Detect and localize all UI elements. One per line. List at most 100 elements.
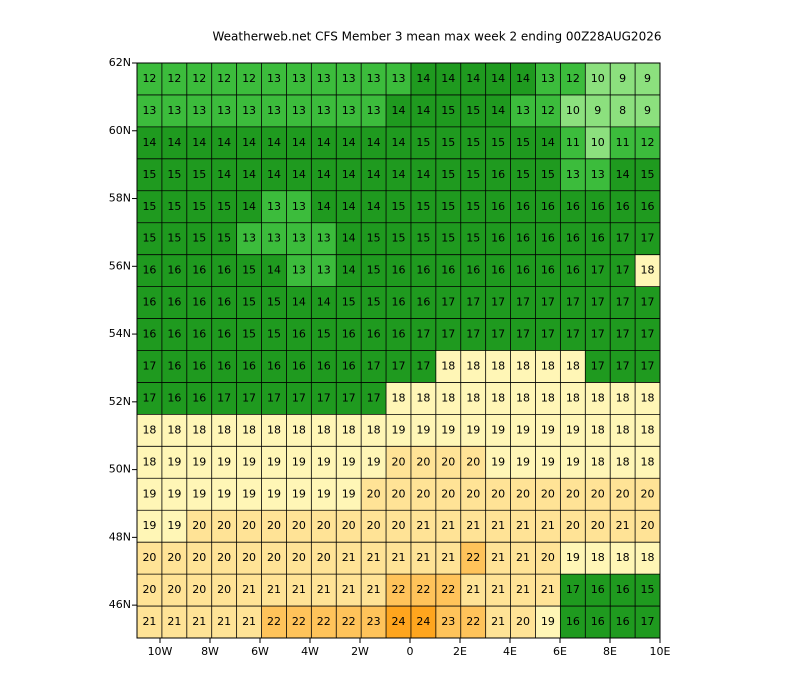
cell-value: 13 [317,232,331,245]
cell-value: 20 [292,551,306,564]
cell-value: 19 [541,455,555,468]
cell [435,254,462,288]
cell-value: 22 [342,615,356,628]
cell [236,190,263,224]
cell-value: 21 [317,583,331,596]
cell-value: 20 [416,455,430,468]
cell-value: 16 [541,200,555,213]
cell [510,542,536,575]
cell-value: 13 [292,200,306,213]
cell [435,318,462,351]
cell [311,414,337,447]
cell [361,222,387,256]
cell-value: 15 [466,136,480,149]
cell [560,478,586,511]
cell-value: 17 [142,391,156,404]
cell-value: 20 [392,519,406,532]
cell [386,318,412,351]
cell [410,158,437,192]
cell [386,510,412,543]
cell-value: 12 [192,72,206,85]
cell [635,158,661,192]
cell [460,254,487,288]
cell-value: 20 [192,583,206,596]
cell-value: 15 [367,232,381,245]
cell [161,190,188,224]
cell-value: 20 [242,519,256,532]
cell [510,126,536,160]
cell-value: 16 [167,391,181,404]
cell-value: 13 [267,200,281,213]
y-tick-label: 46N [109,598,131,611]
cell-value: 21 [192,615,206,628]
cell-value: 20 [192,551,206,564]
cell [211,510,238,543]
cell [610,606,636,639]
cell-value: 20 [591,487,605,500]
cell-value: 20 [541,551,555,564]
cell [560,542,586,575]
cell-value: 17 [142,359,156,372]
cell [286,414,312,447]
cell-value: 9 [644,72,651,85]
cell [137,158,163,192]
cell-value: 13 [292,264,306,277]
cell [510,350,536,383]
cell [460,158,487,192]
cell-value: 19 [167,487,181,500]
cell [211,574,238,607]
cell [186,63,213,96]
cell-value: 14 [217,168,231,181]
cell [435,382,462,415]
cell [485,606,512,639]
cell-value: 16 [616,200,630,213]
cell-value: 15 [142,200,156,213]
cell-value: 20 [342,519,356,532]
cell [485,382,512,415]
cell [610,190,636,224]
cell-value: 12 [142,72,156,85]
cell [161,414,188,447]
cell [410,126,437,160]
cell [361,478,387,511]
cell [236,382,263,415]
cell [361,606,387,639]
cell [236,606,263,639]
cell-value: 14 [367,168,381,181]
cell-value: 18 [491,391,505,404]
cell [311,606,337,639]
cell-value: 16 [566,615,580,628]
cell-value: 12 [217,72,231,85]
cell [261,446,287,479]
cell-value: 20 [566,519,580,532]
cell [585,510,611,543]
y-tick-label: 56N [109,259,131,272]
cell [410,94,437,128]
cell-value: 20 [641,519,655,532]
cell-value: 15 [441,232,455,245]
cell-value: 16 [466,264,480,277]
cell-value: 14 [516,72,530,85]
cell [186,382,213,415]
cell-value: 21 [516,583,530,596]
cell-value: 17 [616,359,630,372]
cell [186,446,213,479]
cell-value: 15 [142,232,156,245]
cell [261,350,287,383]
cell-value: 18 [317,423,331,436]
cell-value: 14 [616,168,630,181]
cell [236,318,263,351]
cell [610,478,636,511]
cell-value: 19 [566,423,580,436]
cell-value: 18 [591,551,605,564]
cell-value: 15 [192,168,206,181]
cell-value: 8 [619,104,626,117]
cell [410,414,437,447]
cell [361,190,387,224]
cell [635,222,661,256]
cell-value: 18 [491,359,505,372]
cell-value: 13 [292,72,306,85]
cell-value: 21 [392,551,406,564]
cell [261,286,287,320]
cell [485,158,512,192]
